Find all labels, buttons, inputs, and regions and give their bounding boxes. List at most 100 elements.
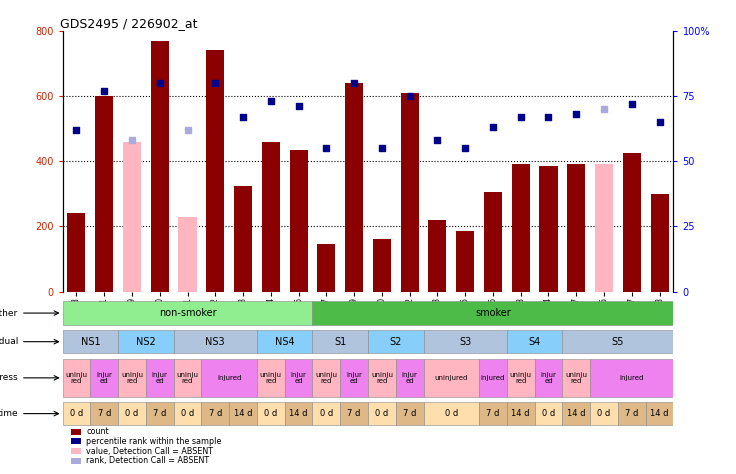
Text: injured: injured [481,375,505,381]
Text: value, Detection Call = ABSENT: value, Detection Call = ABSENT [86,447,213,456]
Bar [479,402,507,425]
Bar [368,402,396,425]
Text: 0 d: 0 d [319,409,333,418]
Bar [206,50,224,292]
Text: S2: S2 [389,337,402,346]
Text: 7 d: 7 d [208,409,222,418]
Text: NS4: NS4 [275,337,294,346]
Bar [313,402,340,425]
Point [570,110,582,118]
Bar [507,402,534,425]
Bar [484,192,502,292]
Text: uninju
red: uninju red [177,372,199,384]
Bar [479,358,507,397]
Text: NS1: NS1 [80,337,100,346]
Text: non-smoker: non-smoker [159,308,216,318]
Text: smoker: smoker [475,308,511,318]
Bar [71,458,82,464]
Bar [567,164,585,292]
Bar [123,142,141,292]
Point [210,79,222,87]
Text: time: time [0,409,59,418]
Bar [71,438,82,445]
Text: injured: injured [620,375,644,381]
Text: injur
ed: injur ed [346,372,362,384]
Point [654,118,665,126]
Bar [507,358,534,397]
Bar [651,194,668,292]
Bar [618,402,645,425]
Text: 14 d: 14 d [289,409,308,418]
Text: uninju
red: uninju red [121,372,143,384]
Bar [590,358,673,397]
Bar [623,153,641,292]
Point [431,137,443,144]
Bar [289,150,308,292]
Text: injured: injured [217,375,241,381]
Bar [423,402,479,425]
Bar [423,358,479,397]
Bar [373,239,391,292]
Text: 0 d: 0 d [125,409,138,418]
Text: uninju
red: uninju red [260,372,282,384]
Text: 7 d: 7 d [98,409,111,418]
Text: 0 d: 0 d [375,409,389,418]
Text: 7 d: 7 d [403,409,417,418]
Text: 7 d: 7 d [625,409,638,418]
Point [348,79,360,87]
Point [71,126,82,134]
Bar [345,83,363,292]
Text: injur
ed: injur ed [291,372,306,384]
Bar [71,448,82,454]
Point [182,126,194,134]
Text: NS2: NS2 [136,337,156,346]
Bar [396,358,423,397]
Bar [507,330,562,354]
Bar [202,402,229,425]
Text: 0 d: 0 d [70,409,83,418]
Bar [423,330,507,354]
Bar [257,358,285,397]
Bar [229,402,257,425]
Text: percentile rank within the sample: percentile rank within the sample [86,437,222,446]
Bar [91,402,118,425]
Text: individual: individual [0,337,59,346]
Bar [234,186,252,292]
Bar [456,231,474,292]
Text: rank, Detection Call = ABSENT: rank, Detection Call = ABSENT [86,456,209,465]
Bar [317,244,336,292]
Text: other: other [0,309,59,318]
Text: S3: S3 [459,337,471,346]
Text: uninjured: uninjured [435,375,468,381]
Point [542,113,554,121]
Bar [534,358,562,397]
Bar [146,402,174,425]
Text: injur
ed: injur ed [152,372,168,384]
Bar [262,142,280,292]
Bar [368,358,396,397]
Text: 14 d: 14 d [512,409,530,418]
Bar [174,402,202,425]
Text: count: count [86,427,109,436]
Bar [400,93,419,292]
Bar [562,330,673,354]
Text: uninju
red: uninju red [510,372,531,384]
Text: uninju
red: uninju red [371,372,393,384]
Text: 0 d: 0 d [598,409,611,418]
Bar [340,358,368,397]
Bar [95,96,113,292]
Bar [313,358,340,397]
Text: uninju
red: uninju red [315,372,337,384]
Text: uninju
red: uninju red [66,372,88,384]
Text: injur
ed: injur ed [402,372,417,384]
Bar [146,358,174,397]
Point [459,145,471,152]
Bar [63,301,313,325]
Bar [595,164,613,292]
Bar [174,358,202,397]
Text: 0 d: 0 d [264,409,277,418]
Bar [68,213,85,292]
Point [487,124,499,131]
Text: 14 d: 14 d [567,409,586,418]
Bar [313,330,368,354]
